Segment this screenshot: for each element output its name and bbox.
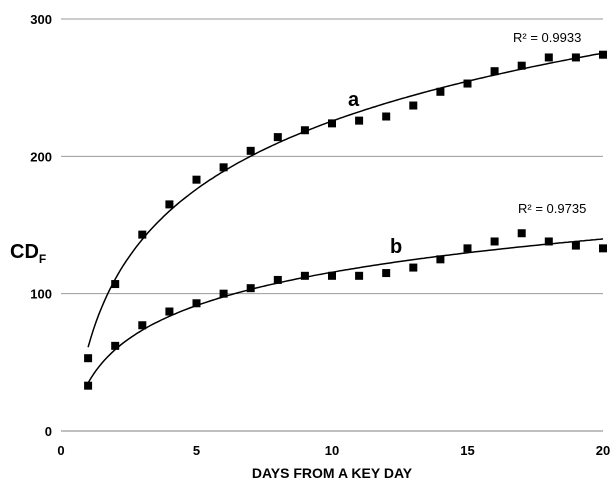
series-labels: R² = 0.9933 a R² = 0.9735 b	[348, 30, 586, 258]
x-tick-label: 5	[193, 443, 200, 458]
data-point-a	[571, 53, 580, 62]
data-point-b	[273, 275, 282, 284]
y-tick-label: 300	[30, 12, 52, 27]
y-tick-label: 0	[45, 424, 52, 439]
data-point-b	[571, 241, 580, 250]
data-point-b	[463, 244, 472, 253]
data-point-b	[246, 284, 255, 293]
data-point-b	[300, 271, 309, 280]
data-point-b	[544, 237, 553, 246]
series-label-b: b	[390, 236, 402, 258]
data-point-b	[138, 321, 147, 330]
r2-label-a: R² = 0.9933	[513, 30, 581, 45]
data-point-a	[111, 280, 120, 289]
data-point-a	[463, 79, 472, 88]
data-point-b	[328, 271, 336, 280]
data-point-a	[192, 175, 201, 184]
y-tick-label: 100	[30, 287, 52, 302]
y-axis-title-main: CD	[10, 241, 39, 263]
data-point-a	[273, 133, 282, 142]
series-label-a: a	[348, 89, 360, 111]
data-point-b	[84, 381, 93, 390]
data-point-b	[165, 307, 174, 316]
data-point-a	[219, 163, 228, 172]
data-point-a	[544, 53, 553, 62]
tick-labels: 0 100 200 300 0 5 10 15 20	[30, 12, 610, 458]
data-point-a	[409, 101, 418, 110]
data-point-b	[382, 269, 391, 278]
data-point-a	[382, 112, 391, 121]
data-point-a	[355, 116, 364, 125]
data-point-a	[490, 67, 499, 76]
data-point-b	[490, 237, 499, 246]
data-point-b	[436, 255, 445, 264]
y-tick-label: 200	[30, 149, 52, 164]
data-point-a	[517, 61, 526, 70]
data-point-a	[138, 230, 147, 239]
x-tick-label: 10	[325, 443, 339, 458]
trendlines	[87, 52, 604, 384]
data-points	[84, 50, 607, 390]
data-point-a	[300, 126, 309, 135]
data-point-a	[84, 354, 93, 363]
data-point-b	[409, 263, 418, 272]
x-tick-label: 0	[57, 443, 64, 458]
data-point-b	[111, 341, 120, 350]
data-point-b	[192, 299, 201, 308]
y-axis-title-subscript: F	[39, 252, 46, 266]
data-point-b	[517, 229, 526, 238]
grid-lines	[61, 18, 603, 295]
data-point-b	[355, 271, 364, 280]
trendline-b	[87, 238, 604, 384]
data-point-a	[599, 50, 607, 59]
data-point-a	[328, 119, 336, 128]
data-point-b	[599, 244, 607, 253]
y-axis-title: CDF	[10, 241, 46, 266]
x-tick-label: 20	[596, 443, 610, 458]
data-point-b	[219, 289, 228, 298]
trendline-a	[87, 52, 604, 348]
r2-label-b: R² = 0.9735	[518, 201, 586, 216]
data-point-a	[436, 87, 445, 96]
data-point-a	[246, 146, 255, 155]
x-axis-title: DAYS FROM A KEY DAY	[252, 465, 413, 481]
x-tick-label: 15	[460, 443, 474, 458]
data-point-a	[165, 200, 174, 209]
